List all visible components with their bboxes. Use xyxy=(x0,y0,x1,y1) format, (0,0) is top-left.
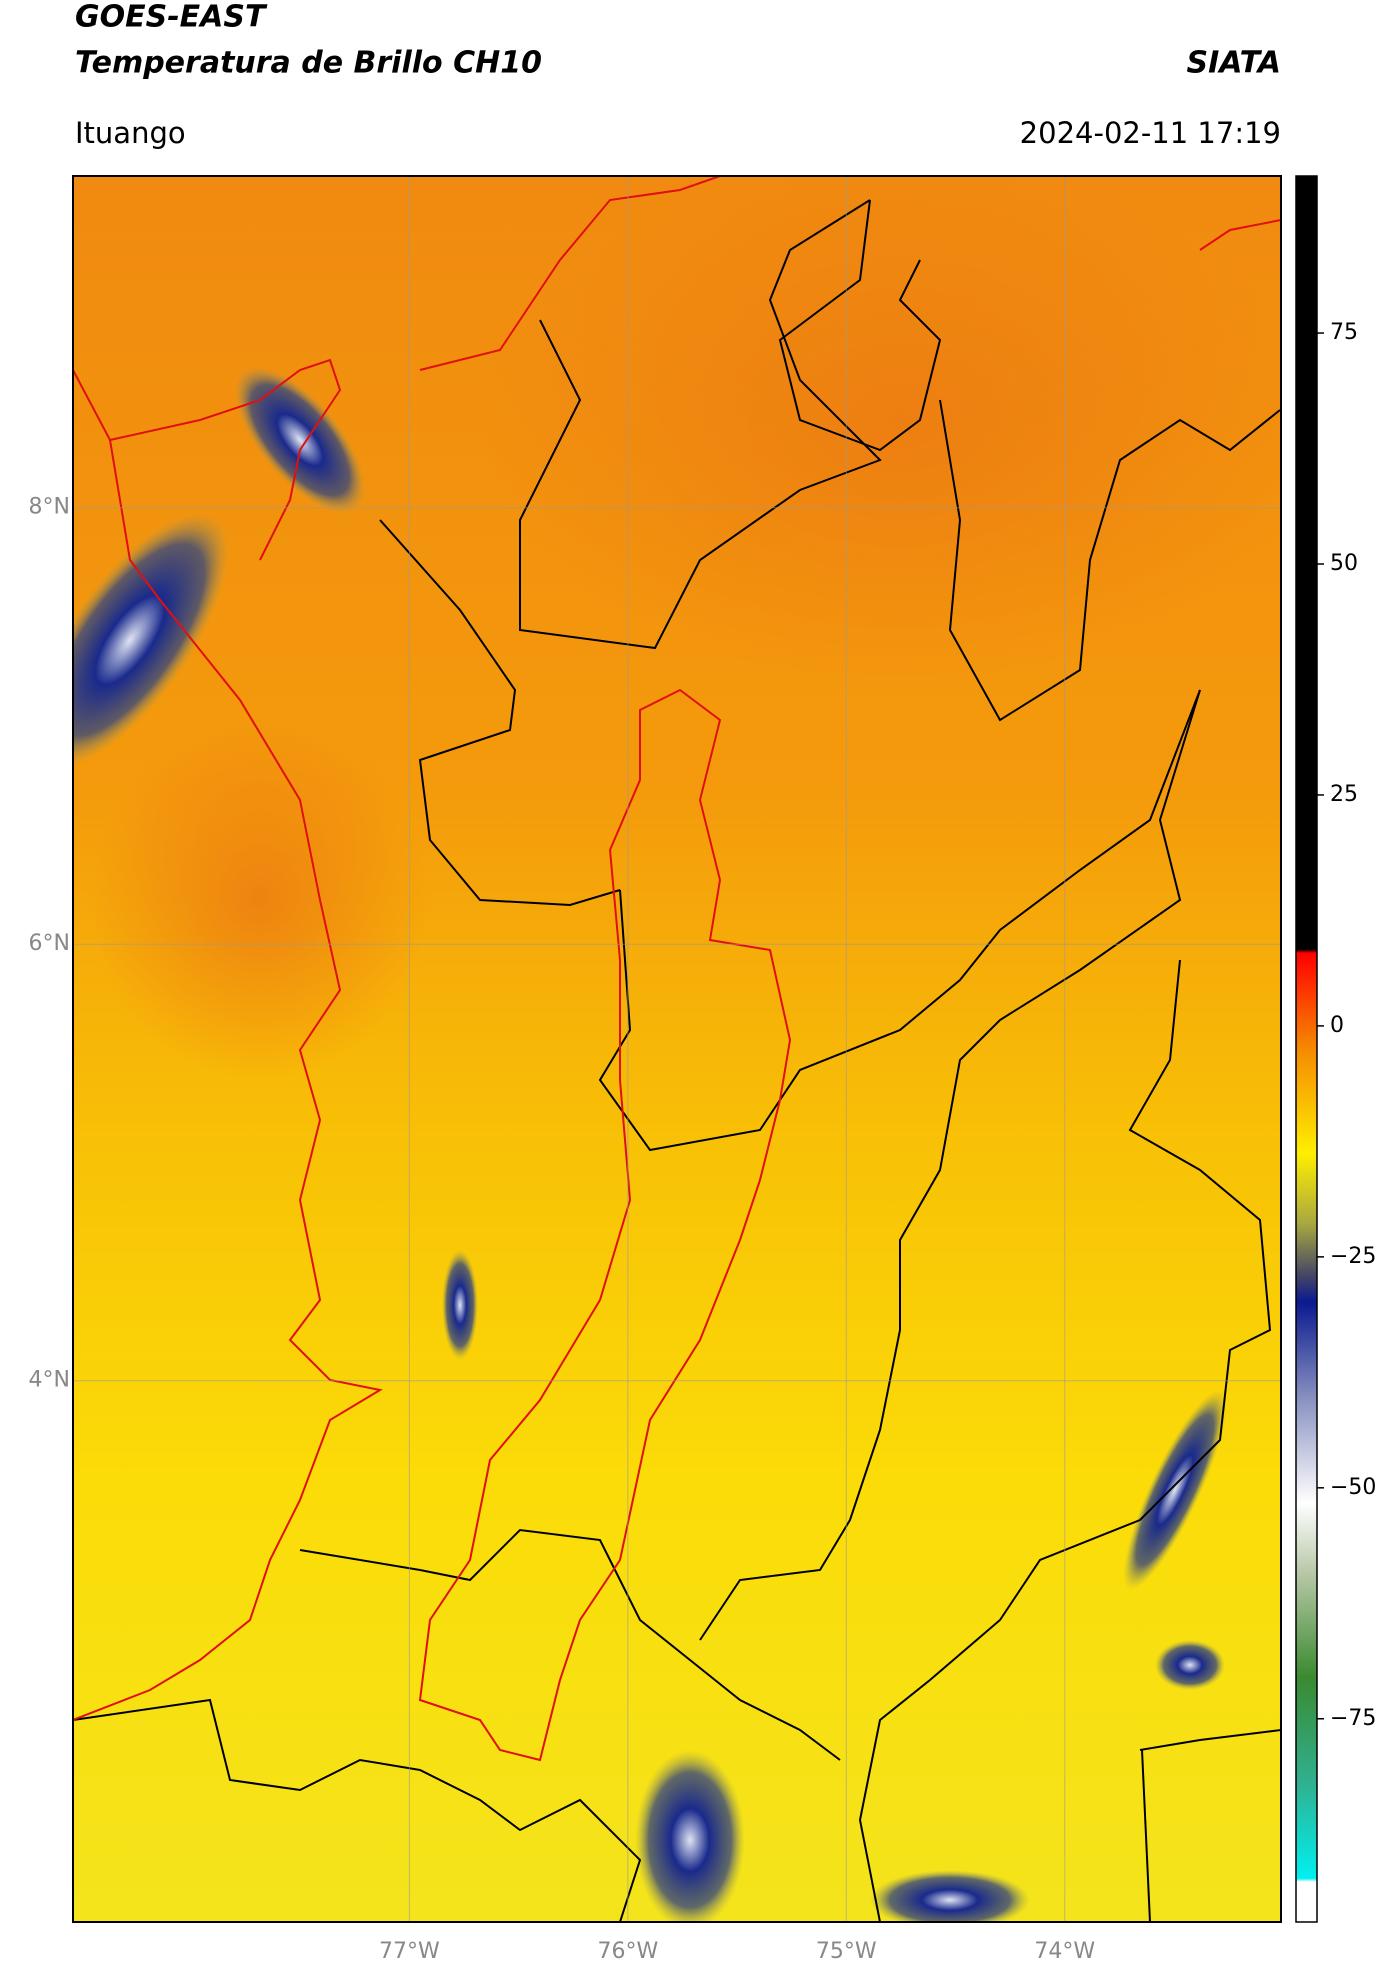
colorbar-tick-label: 0 xyxy=(1330,1013,1344,1038)
field-patch xyxy=(480,176,1281,680)
cloud xyxy=(635,1750,745,1922)
colorbar-tick-label: 25 xyxy=(1330,782,1358,807)
cloud xyxy=(1155,1640,1225,1690)
cloud xyxy=(442,1250,478,1360)
colorbar-tick-label: 50 xyxy=(1330,551,1358,576)
colorbar xyxy=(1295,175,1318,1923)
colorbar-tick-label: −50 xyxy=(1330,1475,1376,1500)
coastline xyxy=(73,176,1281,1762)
datetime: 2024-02-11 17:19 xyxy=(1020,116,1281,150)
y-tick-label: 6°N xyxy=(29,931,70,956)
map xyxy=(73,176,1281,1922)
colorbar-tick-label: 75 xyxy=(1330,320,1358,345)
colorbar-tick-label: −25 xyxy=(1330,1244,1376,1269)
x-tick-label: 76°W xyxy=(597,1939,658,1964)
map-frame xyxy=(72,175,1282,1923)
colorbar-tick-label: −75 xyxy=(1330,1706,1376,1731)
x-tick-label: 77°W xyxy=(379,1939,440,1964)
y-tick-label: 8°N xyxy=(29,495,70,520)
cloud xyxy=(73,512,230,768)
borders xyxy=(73,199,1281,1922)
cloud xyxy=(1123,1389,1227,1591)
cloud xyxy=(234,366,366,514)
x-tick-label: 75°W xyxy=(816,1939,877,1964)
title: GOES-EAST xyxy=(75,0,268,35)
location: Ituango xyxy=(75,116,186,150)
org: SIATA xyxy=(1187,46,1281,81)
y-tick-label: 4°N xyxy=(29,1368,70,1393)
title: Temperatura de Brillo CH10 xyxy=(75,46,542,81)
x-tick-label: 74°W xyxy=(1034,1939,1095,1964)
cloud xyxy=(870,1870,1030,1922)
field-patch xyxy=(90,720,430,1080)
